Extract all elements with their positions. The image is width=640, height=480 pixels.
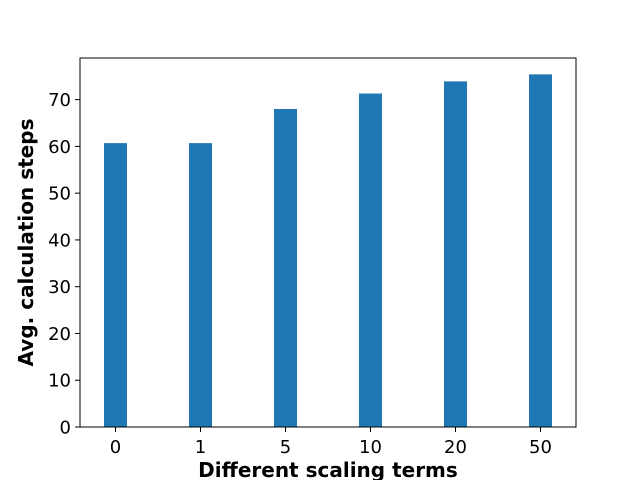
y-tick-label: 30 <box>48 277 71 298</box>
bar-1 <box>189 143 212 428</box>
x-axis: 0 1 5 10 20 50 <box>110 427 552 458</box>
bar-20 <box>444 81 467 427</box>
plot-frame <box>79 57 577 428</box>
y-tick-label: 60 <box>48 137 71 158</box>
y-tick-label: 0 <box>60 418 71 439</box>
x-tick-label: 50 <box>529 437 552 458</box>
x-tick-label: 20 <box>444 437 467 458</box>
bar-10 <box>359 93 382 427</box>
y-tick-label: 50 <box>48 184 71 205</box>
y-tick-label: 40 <box>48 230 71 251</box>
x-axis-title: Different scaling terms <box>198 458 458 480</box>
x-tick-label: 5 <box>280 437 291 458</box>
x-tick-label: 10 <box>359 437 382 458</box>
x-tick-label: 0 <box>110 437 121 458</box>
bar-5 <box>274 108 297 428</box>
y-tick-label: 20 <box>48 324 71 345</box>
y-axis-title: Avg. calculation steps <box>14 119 38 367</box>
bar-0 <box>104 143 127 428</box>
bar-50 <box>529 74 552 427</box>
y-tick-label: 10 <box>48 371 71 392</box>
y-tick-label: 70 <box>48 90 71 111</box>
x-tick-label: 1 <box>195 437 206 458</box>
y-axis: 0 10 20 30 40 50 60 70 <box>48 90 80 439</box>
bars-group <box>104 74 552 428</box>
